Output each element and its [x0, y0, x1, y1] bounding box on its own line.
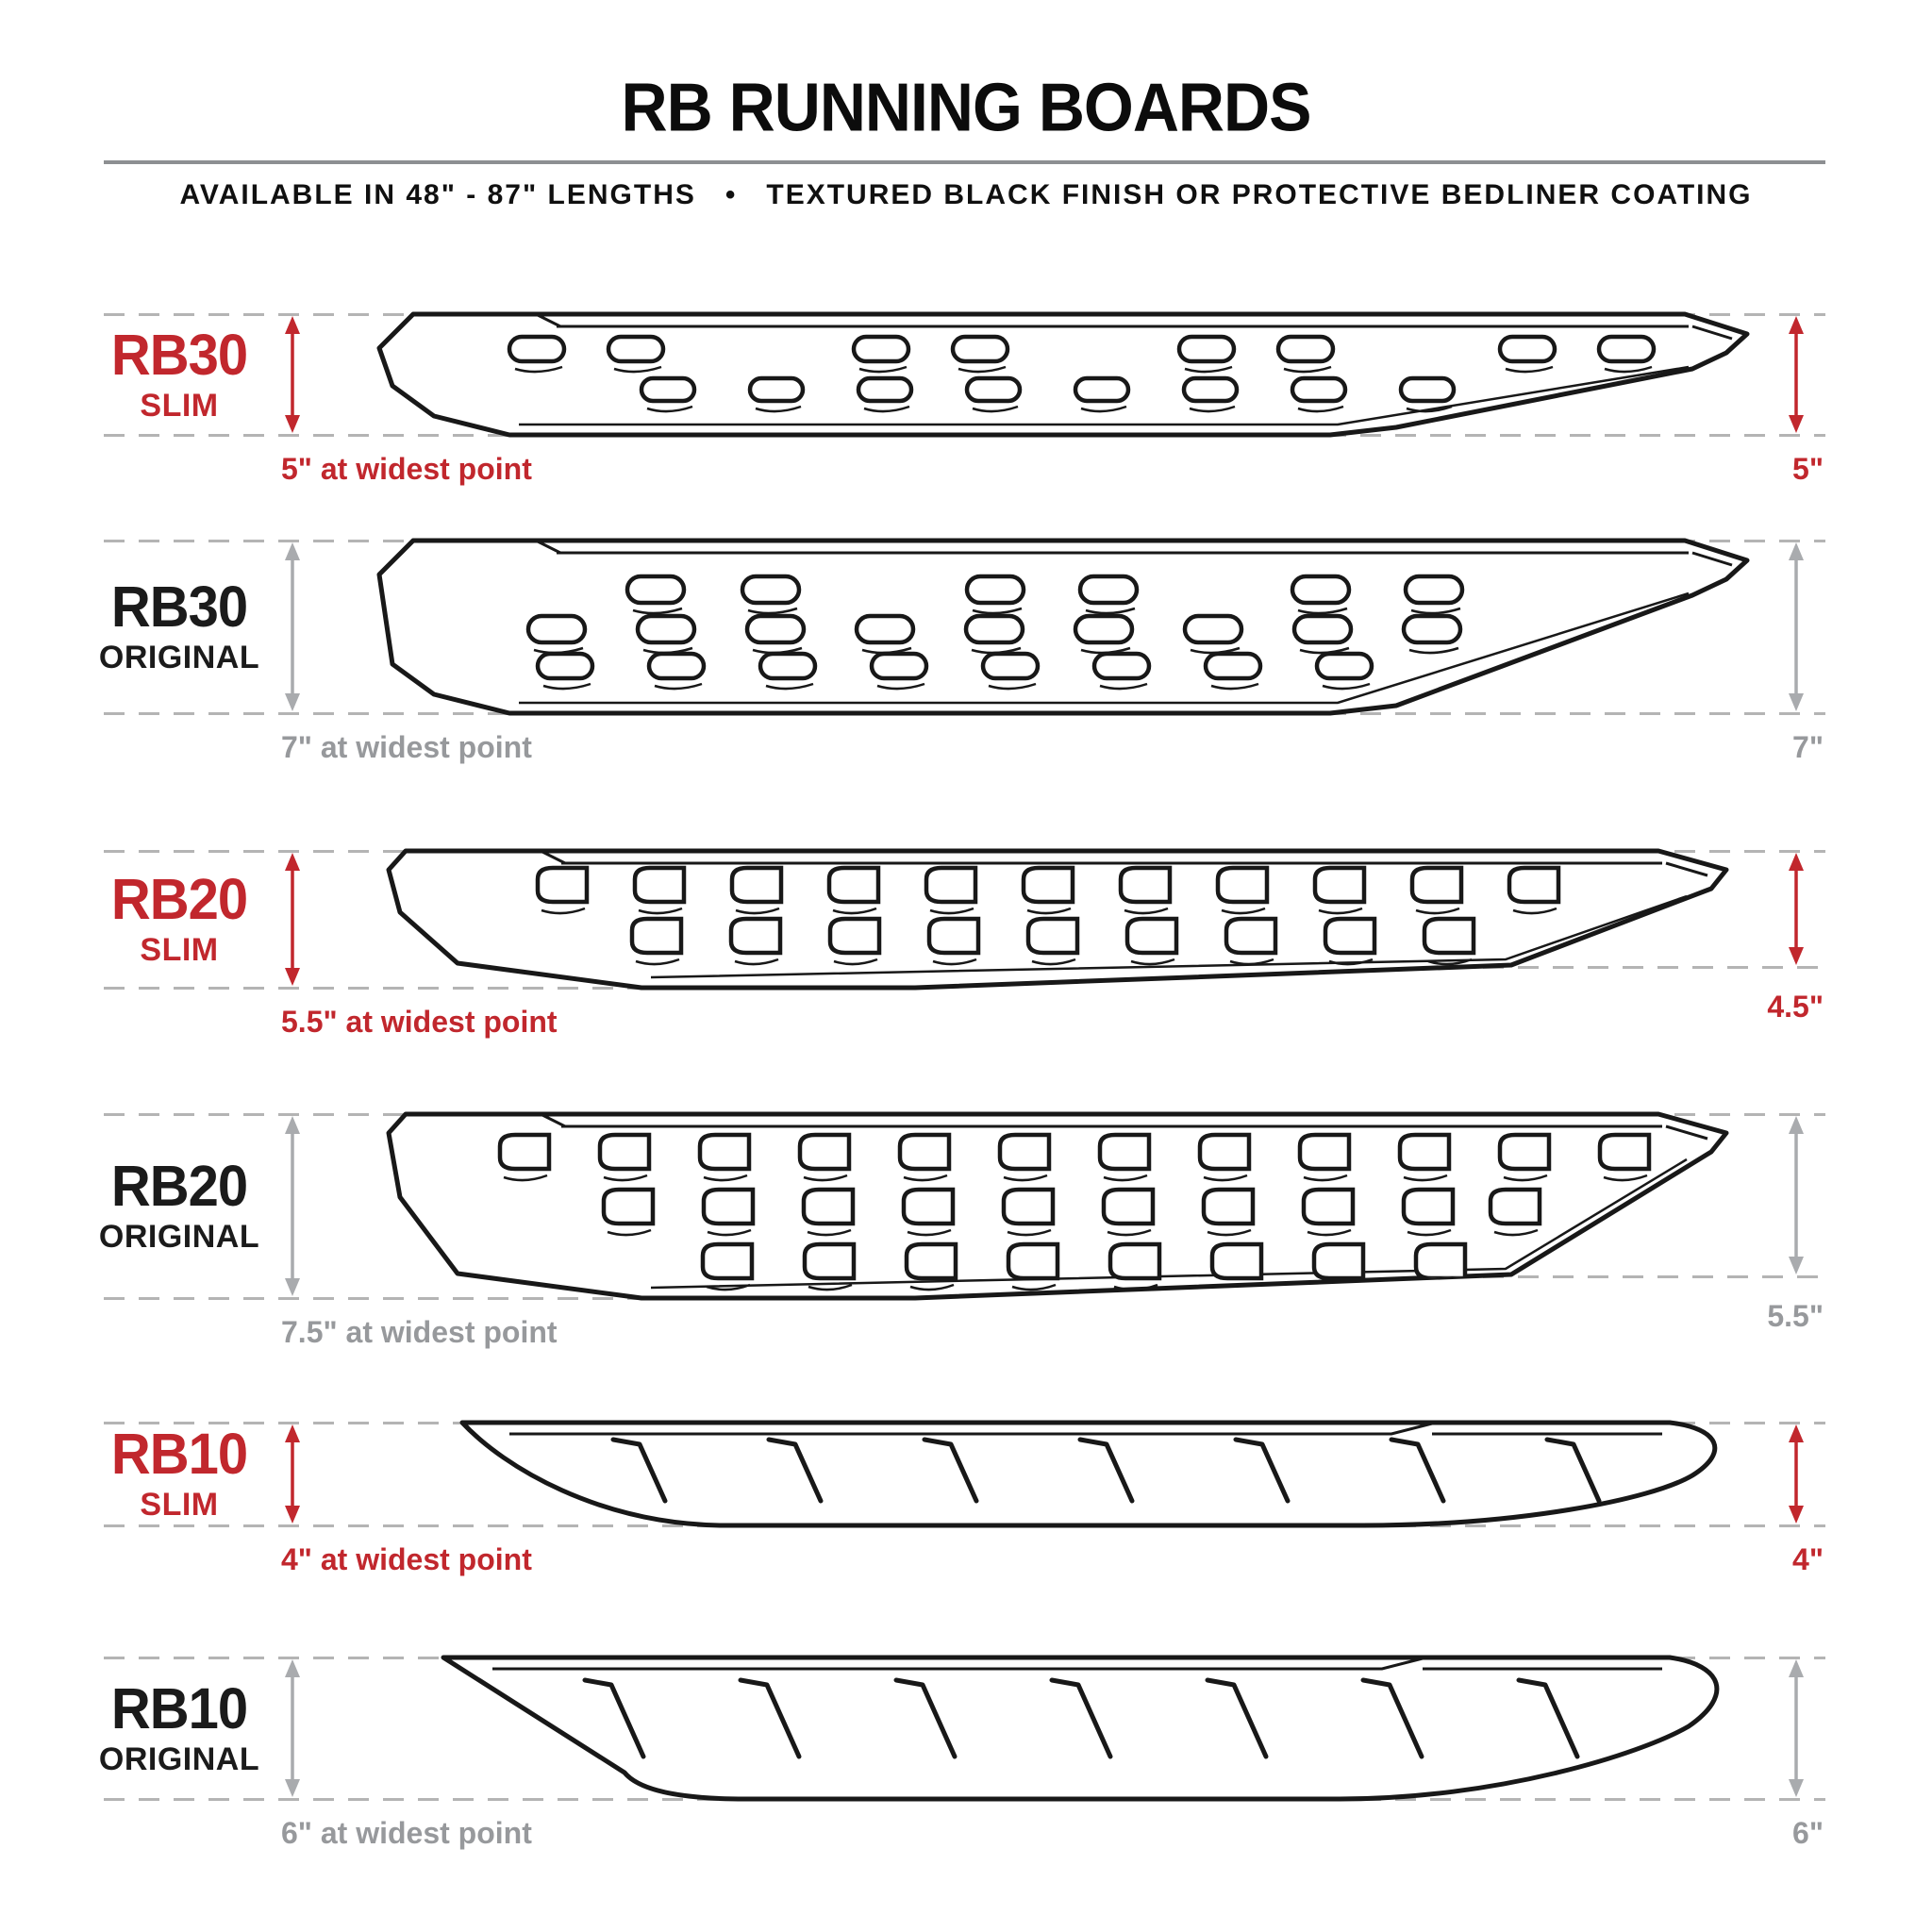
model-name: RB30 — [110, 575, 248, 640]
board-row-rb30-original: RB30 ORIGINAL 7" at widest point 7" — [0, 538, 1932, 779]
running-board-drawing — [368, 1420, 1755, 1528]
right-dimension-arrow — [1780, 1657, 1812, 1804]
left-dimension-arrow — [276, 1423, 308, 1530]
page-title: RB RUNNING BOARDS — [621, 69, 1312, 146]
model-label: RB10 SLIM — [57, 1423, 302, 1525]
right-dimension-arrow — [1780, 314, 1812, 440]
width-value-caption: 4.5" — [1767, 990, 1824, 1024]
model-variant: ORIGINAL — [98, 1219, 260, 1255]
model-label: RB30 SLIM — [57, 314, 302, 435]
right-dimension-arrow — [1780, 851, 1812, 972]
running-board-drawing — [368, 1111, 1755, 1301]
left-dimension-arrow — [276, 314, 308, 440]
width-value-caption: 6" — [1792, 1816, 1824, 1850]
model-name: RB20 — [110, 867, 248, 932]
widest-point-caption: 7.5" at widest point — [281, 1315, 558, 1349]
board-row-rb20-slim: RB20 SLIM 5.5" at widest point 4.5" — [0, 848, 1932, 1054]
right-dimension-arrow — [1780, 541, 1812, 718]
board-row-rb30-slim: RB30 SLIM 5" at widest point 5" — [0, 311, 1932, 501]
board-row-rb10-original: RB10 ORIGINAL 6" at widest point 6" — [0, 1655, 1932, 1865]
right-dimension-arrow — [1780, 1114, 1812, 1281]
left-dimension-arrow — [276, 851, 308, 992]
model-name: RB10 — [110, 1422, 248, 1487]
width-value-caption: 4" — [1792, 1542, 1824, 1576]
board-row-rb10-slim: RB10 SLIM 4" at widest point 4" — [0, 1420, 1932, 1591]
running-board-drawing — [368, 311, 1755, 438]
widest-point-caption: 6" at widest point — [281, 1816, 532, 1850]
width-value-caption: 7" — [1792, 730, 1824, 764]
board-row-rb20-original: RB20 ORIGINAL 7.5" at widest point 5.5" — [0, 1111, 1932, 1364]
dimension-dashline-bottom — [104, 1297, 901, 1300]
model-label: RB30 ORIGINAL — [57, 541, 302, 713]
left-dimension-arrow — [276, 541, 308, 718]
dimension-dashline-bottom — [104, 987, 901, 990]
model-label: RB10 ORIGINAL — [57, 1657, 302, 1799]
model-variant: ORIGINAL — [98, 640, 260, 675]
model-variant: SLIM — [140, 932, 219, 968]
widest-point-caption: 5" at widest point — [281, 452, 532, 486]
model-name: RB30 — [110, 322, 248, 388]
model-variant: ORIGINAL — [98, 1740, 260, 1777]
model-variant: SLIM — [140, 387, 219, 424]
width-value-caption: 5" — [1792, 452, 1824, 486]
widest-point-caption: 7" at widest point — [281, 730, 532, 764]
width-value-caption: 5.5" — [1767, 1299, 1824, 1333]
right-dimension-arrow — [1780, 1423, 1812, 1530]
model-variant: SLIM — [140, 1487, 219, 1523]
left-dimension-arrow — [276, 1657, 308, 1804]
running-board-drawing — [368, 1655, 1755, 1802]
model-label: RB20 SLIM — [57, 851, 302, 988]
page-subtitle: AVAILABLE IN 48" - 87" LENGTHS • TEXTURE… — [179, 179, 1753, 210]
widest-point-caption: 5.5" at widest point — [281, 1005, 558, 1039]
model-name: RB20 — [110, 1154, 248, 1219]
left-dimension-arrow — [276, 1114, 308, 1303]
header-divider — [104, 160, 1825, 164]
model-name: RB10 — [110, 1675, 248, 1741]
running-board-drawing — [368, 848, 1755, 991]
widest-point-caption: 4" at widest point — [281, 1542, 532, 1576]
model-label: RB20 ORIGINAL — [57, 1114, 302, 1298]
running-board-drawing — [368, 538, 1755, 716]
